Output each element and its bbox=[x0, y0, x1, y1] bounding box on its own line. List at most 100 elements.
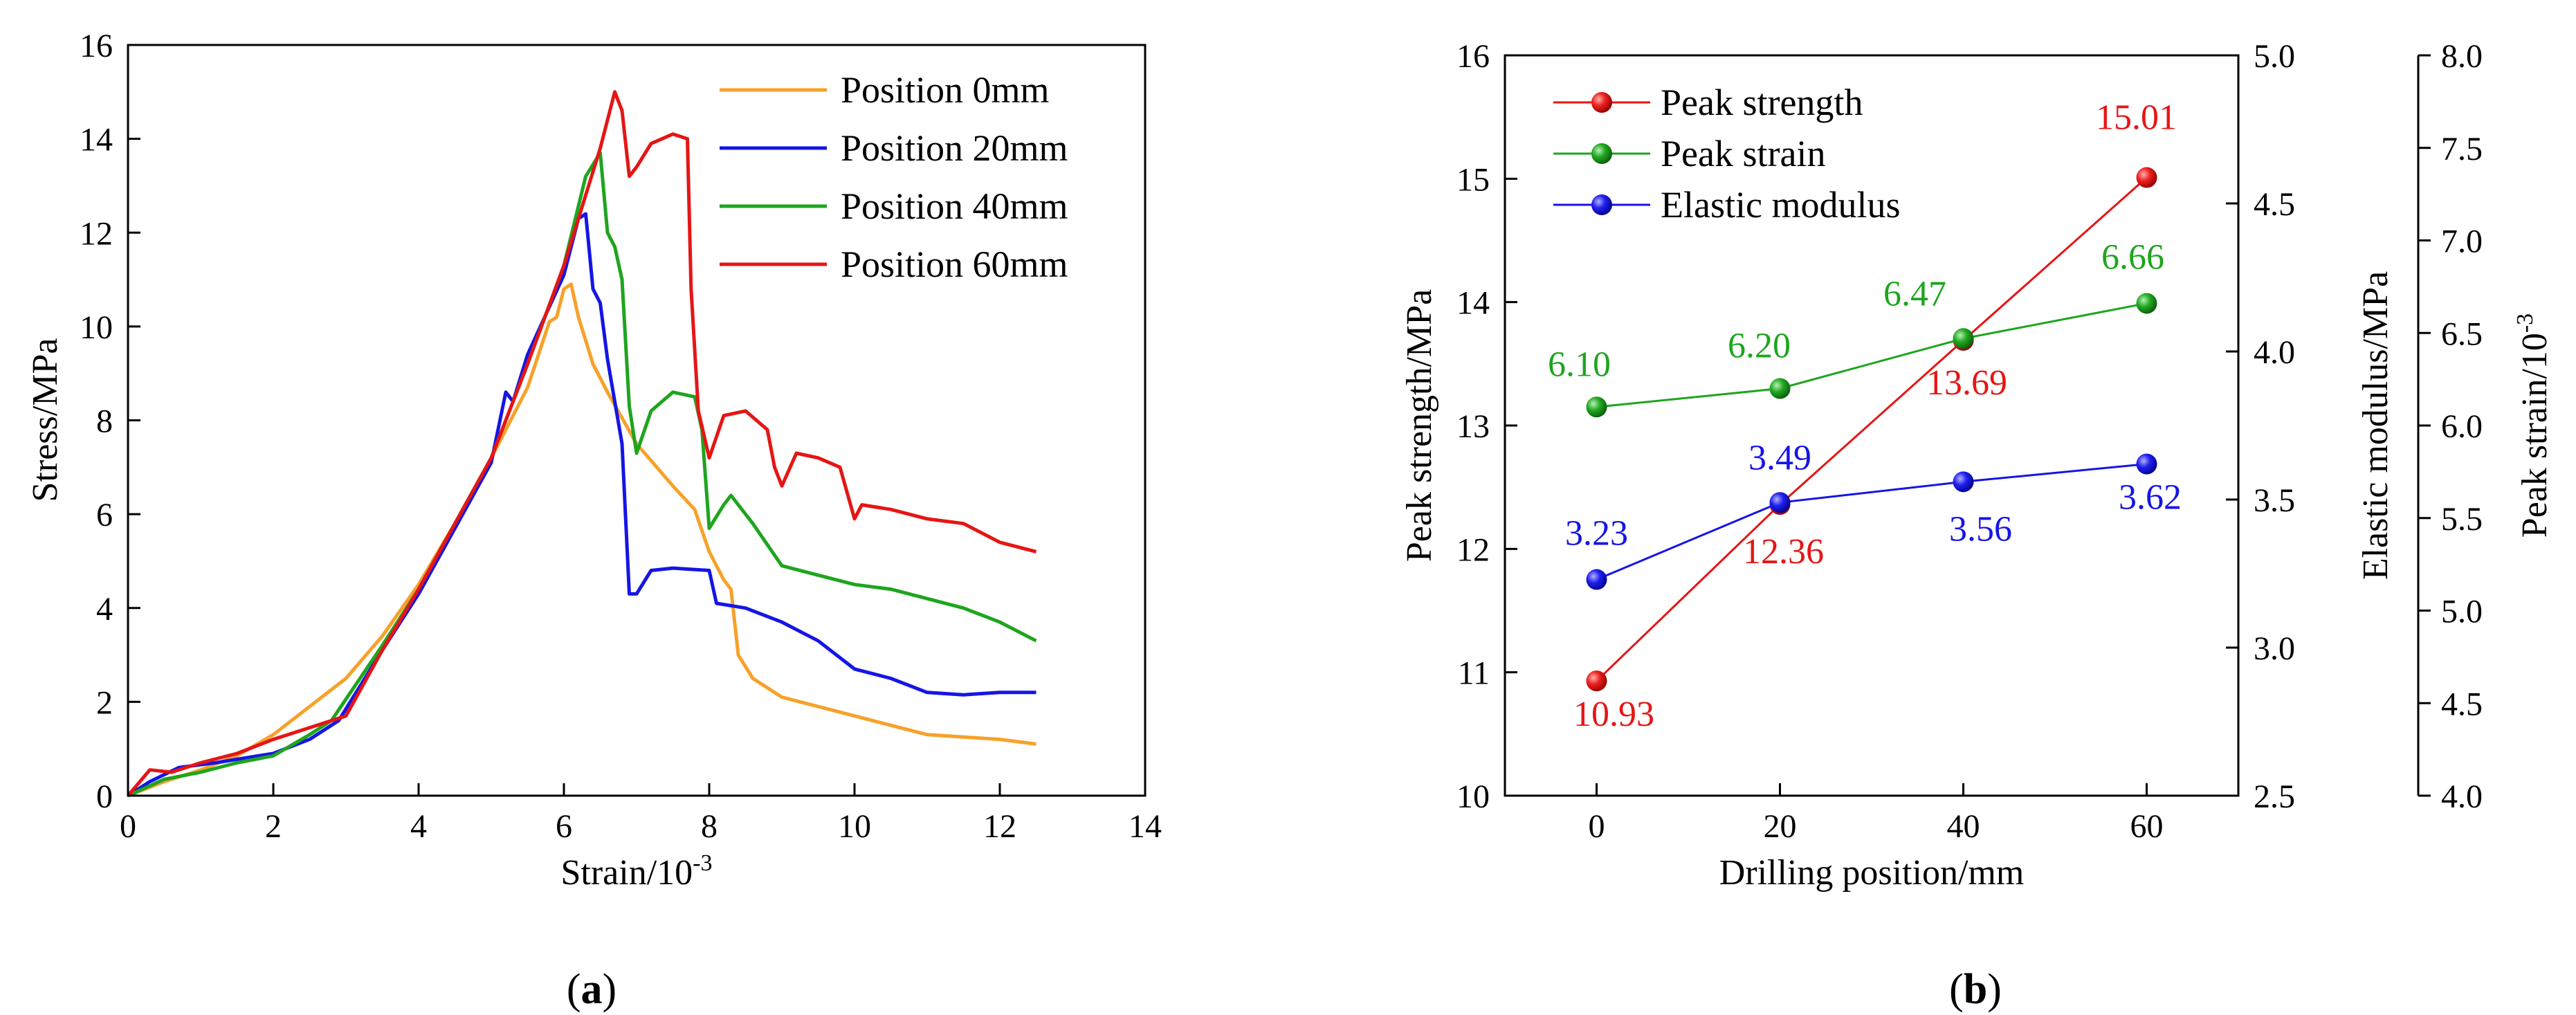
series-line-peak-strain bbox=[1596, 302, 2147, 408]
data-label-peak-strain: 6.66 bbox=[2101, 237, 2164, 277]
series-line-position-60mm bbox=[127, 90, 1037, 797]
legend-label-peak-strength: Peak strength bbox=[1661, 82, 1863, 123]
panel-b-left-tick-label: 12 bbox=[1456, 531, 1490, 568]
panel-b-right1-tick-label: 3.0 bbox=[2254, 630, 2295, 667]
panel-a-caption: (a) bbox=[567, 966, 616, 1013]
panel-a-x-axis-label: Strain/10-3 bbox=[561, 850, 713, 893]
panel-a-y-tick-label: 16 bbox=[80, 28, 113, 64]
panel-b-right2-y-axis-label: Peak strain/10-3 bbox=[2512, 313, 2555, 538]
point-peak-strain bbox=[2136, 293, 2157, 314]
panel-b-right2-tick-label: 5.5 bbox=[2441, 501, 2483, 538]
panel-b-plot-frame bbox=[1504, 54, 2240, 797]
legend-label-elastic-modulus: Elastic modulus bbox=[1661, 184, 1900, 226]
panel-b-left-y-axis-label: Peak strength/MPa bbox=[1400, 289, 1439, 562]
series-line-elastic-modulus bbox=[1596, 463, 2147, 580]
panel-b-x-tick-label: 20 bbox=[1764, 808, 1797, 845]
panel-b-right2-tick-label: 7.5 bbox=[2441, 131, 2483, 167]
panel-a-y-axis-label: Stress/MPa bbox=[26, 338, 65, 502]
panel-a-series-layer bbox=[127, 90, 1037, 798]
panel-b-right1-tick-label: 4.0 bbox=[2254, 334, 2295, 371]
panel-b-left-tick-label: 11 bbox=[1458, 655, 1490, 692]
panel-b-x-tick-label: 40 bbox=[1947, 808, 1980, 845]
panel-a-x-tick-label: 10 bbox=[838, 808, 871, 845]
data-label-peak-strength: 13.69 bbox=[1926, 363, 2007, 403]
data-label-elastic-modulus: 3.23 bbox=[1565, 514, 1628, 554]
panel-b-data-labels: 10.93 12.36 13.69 15.01 6.10 6.20 6.47 6.66 3.23… bbox=[1548, 98, 2182, 735]
panel-a-x-tick-label: 14 bbox=[1129, 808, 1162, 845]
point-peak-strain bbox=[1953, 328, 1974, 349]
panel-b-right2-tick-label: 5.0 bbox=[2441, 594, 2483, 630]
panel-b-right1-tick-label: 4.5 bbox=[2254, 186, 2295, 223]
panel-b-series-layer bbox=[1586, 167, 2157, 692]
panel-a-x-tick-label: 8 bbox=[701, 808, 718, 845]
panel-b-left-tick-label: 14 bbox=[1456, 285, 1490, 322]
panel-b-right2-tick-label: 7.0 bbox=[2441, 223, 2483, 260]
legend-label-position-0mm: Position 0mm bbox=[841, 69, 1050, 111]
legend-label-position-60mm: Position 60mm bbox=[841, 244, 1068, 285]
data-label-peak-strength: 12.36 bbox=[1743, 532, 1824, 571]
legend-label-position-20mm: Position 20mm bbox=[841, 127, 1068, 169]
data-label-elastic-modulus: 3.49 bbox=[1748, 438, 1811, 477]
legend-label-position-40mm: Position 40mm bbox=[841, 185, 1068, 227]
legend-marker-peak-strain bbox=[1591, 143, 1612, 164]
panel-b-right2-tick-label: 6.5 bbox=[2441, 316, 2483, 352]
data-label-peak-strain: 6.20 bbox=[1728, 327, 1791, 366]
panel-b-left-tick-label: 10 bbox=[1456, 778, 1490, 815]
point-peak-strain bbox=[1586, 396, 1607, 418]
point-elastic-modulus bbox=[1769, 492, 1791, 513]
series-line-peak-strength bbox=[1596, 176, 2148, 682]
data-label-peak-strength: 15.01 bbox=[2096, 98, 2177, 138]
panel-b-x-tick-label: 0 bbox=[1589, 808, 1605, 845]
chart-panel-b: 0 20 40 60 10 11 12 13 14 15 16 2.5 3.0 3.5 4.0 4.5 5.0 4… bbox=[1400, 38, 2555, 1013]
panel-a-y-tick-label: 14 bbox=[80, 122, 113, 158]
panel-a-y-tick-label: 0 bbox=[96, 778, 113, 815]
legend-label-peak-strain: Peak strain bbox=[1661, 133, 1825, 174]
panel-b-right2-tick-label: 6.0 bbox=[2441, 408, 2483, 445]
data-label-elastic-modulus: 3.62 bbox=[2119, 478, 2182, 518]
legend-marker-elastic-modulus bbox=[1591, 194, 1612, 215]
panel-b-left-tick-label: 16 bbox=[1456, 38, 1490, 75]
panel-a-x-tick-label: 0 bbox=[120, 808, 136, 845]
legend-marker-peak-strength bbox=[1591, 92, 1612, 113]
panel-b-ticks: 0 20 40 60 10 11 12 13 14 15 16 2.5 3.0 3.5 4.0 4.5 5.0 4… bbox=[1456, 38, 2483, 845]
panel-b-right1-tick-label: 2.5 bbox=[2254, 778, 2295, 815]
panel-b-legend: Peak strength Peak strain Elastic modulus bbox=[1553, 82, 1900, 226]
panel-a-ticks: 0 2 4 6 8 10 12 14 0 2 4 6 8 10 12 14 16 bbox=[80, 28, 1162, 845]
panel-a-y-tick-label: 2 bbox=[96, 684, 113, 721]
panel-a-y-tick-label: 10 bbox=[80, 309, 113, 346]
data-label-peak-strain: 6.47 bbox=[1883, 274, 1946, 313]
data-label-peak-strain: 6.10 bbox=[1548, 345, 1611, 384]
series-line-position-20mm bbox=[127, 212, 1036, 798]
panel-a-x-tick-label: 6 bbox=[556, 808, 572, 845]
point-elastic-modulus bbox=[1953, 471, 1974, 493]
panel-b-x-axis-label: Drilling position/mm bbox=[1719, 853, 2025, 893]
panel-b-right2-tick-label: 4.5 bbox=[2441, 686, 2483, 722]
point-peak-strength bbox=[1586, 670, 1607, 692]
panel-b-left-tick-label: 13 bbox=[1456, 408, 1490, 445]
point-elastic-modulus bbox=[1586, 569, 1607, 590]
chart-panel-a: 0 2 4 6 8 10 12 14 0 2 4 6 8 10 12 14 16 Strain/10-3 Str… bbox=[26, 28, 1162, 1013]
panel-a-y-tick-label: 4 bbox=[96, 591, 113, 628]
panel-b-caption: (b) bbox=[1949, 966, 2002, 1013]
point-peak-strain bbox=[1769, 378, 1791, 399]
data-label-peak-strength: 10.93 bbox=[1573, 695, 1654, 734]
point-peak-strength bbox=[2136, 167, 2157, 188]
panel-b-left-tick-label: 15 bbox=[1456, 161, 1490, 198]
panel-a-x-tick-label: 2 bbox=[265, 808, 282, 845]
panel-a-y-tick-label: 12 bbox=[80, 215, 113, 252]
panel-a-x-tick-label: 12 bbox=[983, 808, 1016, 845]
panel-b-x-tick-label: 60 bbox=[2130, 808, 2164, 845]
panel-a-y-tick-label: 8 bbox=[96, 403, 113, 440]
panel-b-right1-y-axis-label: Elastic modulus/MPa bbox=[2356, 271, 2395, 580]
panel-b-right1-tick-label: 3.5 bbox=[2254, 482, 2295, 519]
panel-b-right2-tick-label: 8.0 bbox=[2441, 38, 2483, 75]
panel-a-y-tick-label: 6 bbox=[96, 497, 113, 533]
series-line-position-0mm bbox=[127, 282, 1036, 798]
panel-a-x-tick-label: 4 bbox=[410, 808, 427, 845]
panel-b-right2-tick-label: 4.0 bbox=[2441, 778, 2483, 815]
panel-a-legend: Position 0mm Position 20mm Position 40mm Po… bbox=[720, 69, 1068, 285]
data-label-elastic-modulus: 3.56 bbox=[1949, 509, 2012, 549]
point-elastic-modulus bbox=[2136, 453, 2157, 475]
panel-b-right1-tick-label: 5.0 bbox=[2254, 38, 2295, 75]
